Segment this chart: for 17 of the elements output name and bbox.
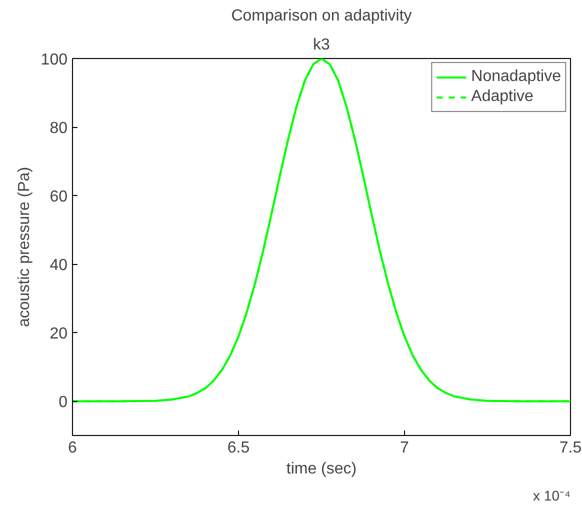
y-tick-label: 20 xyxy=(50,326,68,343)
y-tick-label: 60 xyxy=(50,188,68,206)
chart-subtitle: k3 xyxy=(313,36,330,54)
x-tick-label: 6 xyxy=(68,440,78,456)
y-axis-title: acoustic pressure (Pa) xyxy=(16,166,33,328)
x-tick-label: 6.5 xyxy=(227,440,250,456)
x-tick-label: 7 xyxy=(400,440,410,456)
x-axis-title: time (sec) xyxy=(286,460,357,478)
legend-label: Adaptive xyxy=(471,88,534,106)
y-tick-label: 100 xyxy=(40,52,68,68)
y-tick-label: 0 xyxy=(58,394,68,412)
y-tick-label: 40 xyxy=(50,257,68,274)
y-tick-label: 80 xyxy=(50,120,68,138)
x-tick-label: 7.5 xyxy=(559,440,582,456)
legend-label: Nonadaptive xyxy=(471,68,561,86)
chart-title: Comparison on adaptivity xyxy=(231,8,412,24)
text: x 10⁻⁴ xyxy=(533,488,571,504)
